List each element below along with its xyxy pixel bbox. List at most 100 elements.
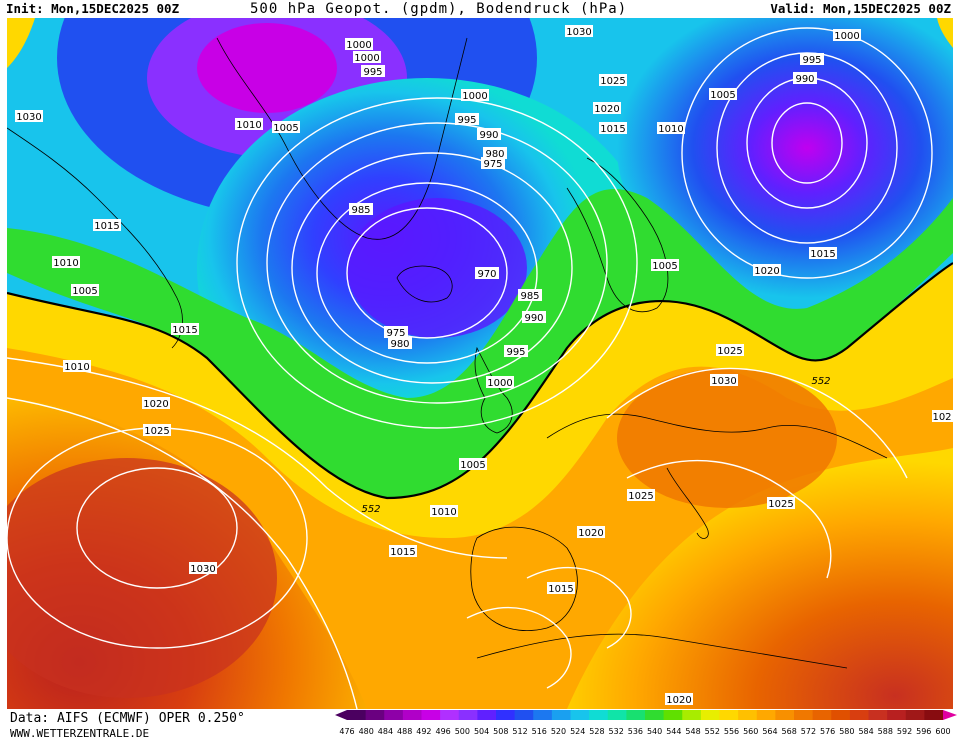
colorbar-tick-label: 532 bbox=[609, 727, 624, 736]
colorbar-tick-label: 524 bbox=[570, 727, 585, 736]
pressure-label: 1010 bbox=[63, 360, 91, 373]
svg-text:985: 985 bbox=[520, 291, 539, 302]
isoline-label-552: 552 bbox=[361, 504, 380, 515]
colorbar-swatch bbox=[458, 710, 478, 720]
pressure-label: 1000 bbox=[461, 89, 489, 102]
colorbar-swatch bbox=[477, 710, 497, 720]
pressure-label: 975 bbox=[384, 326, 408, 339]
svg-text:980: 980 bbox=[485, 149, 504, 160]
svg-text:1025: 1025 bbox=[628, 491, 653, 502]
svg-text:975: 975 bbox=[386, 328, 405, 339]
svg-text:1005: 1005 bbox=[652, 261, 677, 272]
pressure-labels: 1000 1000 995 1030 1030 1025 1000 1000 9… bbox=[15, 25, 953, 706]
colorbar-swatch bbox=[365, 710, 385, 720]
italy-coast bbox=[666, 467, 709, 539]
svg-text:1000: 1000 bbox=[354, 53, 379, 64]
svg-text:980: 980 bbox=[390, 339, 409, 350]
isoline-552 bbox=[7, 262, 953, 500]
pressure-label: 1020 bbox=[593, 102, 621, 115]
svg-text:995: 995 bbox=[802, 55, 821, 66]
pressure-label: 985 bbox=[349, 203, 373, 216]
colorbar-swatch bbox=[831, 710, 851, 720]
colorbar-swatch bbox=[570, 710, 590, 720]
pressure-label: 990 bbox=[522, 311, 546, 324]
pressure-label: 102 bbox=[932, 410, 953, 423]
colorbar-tick-label: 592 bbox=[897, 727, 912, 736]
svg-text:1020: 1020 bbox=[666, 695, 691, 706]
colorbar-swatch bbox=[682, 710, 702, 720]
colorbar-swatch bbox=[794, 710, 814, 720]
pressure-label: 1005 bbox=[459, 458, 487, 471]
svg-text:102: 102 bbox=[932, 412, 951, 423]
svg-text:1010: 1010 bbox=[236, 120, 261, 131]
isoline-label-552-east: 552 bbox=[811, 376, 830, 387]
colorbar-tick-label: 572 bbox=[801, 727, 816, 736]
svg-text:985: 985 bbox=[351, 205, 370, 216]
colorbar-swatch bbox=[663, 710, 683, 720]
pressure-label: 1015 bbox=[547, 582, 575, 595]
svg-text:1010: 1010 bbox=[431, 507, 456, 518]
colorbar-tick-label: 600 bbox=[935, 727, 950, 736]
colorbar-tick-label: 560 bbox=[743, 727, 758, 736]
colorbar-tick-label: 568 bbox=[782, 727, 797, 736]
pressure-label: 1025 bbox=[767, 497, 795, 510]
svg-text:990: 990 bbox=[524, 313, 543, 324]
colorbar-tick-label: 556 bbox=[724, 727, 739, 736]
svg-text:1000: 1000 bbox=[346, 40, 371, 51]
pressure-label: 995 bbox=[504, 345, 528, 358]
svg-text:1015: 1015 bbox=[810, 249, 835, 260]
pressure-label: 1030 bbox=[565, 25, 593, 38]
svg-text:995: 995 bbox=[363, 67, 382, 78]
svg-text:1015: 1015 bbox=[600, 124, 625, 135]
europe-coast bbox=[546, 413, 888, 459]
svg-text:1025: 1025 bbox=[768, 499, 793, 510]
pressure-label: 1025 bbox=[627, 489, 655, 502]
svg-text:1010: 1010 bbox=[53, 258, 78, 269]
pressure-label: 1015 bbox=[389, 545, 417, 558]
corner-nw bbox=[7, 18, 35, 68]
pressure-label: 1010 bbox=[235, 118, 263, 131]
pressure-label: 1025 bbox=[143, 424, 171, 437]
data-source: Data: AIFS (ECMWF) OPER 0.250° bbox=[10, 711, 245, 726]
map-header: Init: Mon,15DEC2025 00Z 500 hPa Geopot. … bbox=[0, 0, 959, 18]
map-footer: Data: AIFS (ECMWF) OPER 0.250° WWW.WETTE… bbox=[0, 709, 959, 741]
green-band bbox=[7, 189, 953, 498]
pressure-label: 980 bbox=[483, 147, 507, 160]
svg-text:1030: 1030 bbox=[190, 564, 215, 575]
colorbar-tick-label: 548 bbox=[685, 727, 700, 736]
pressure-label: 1030 bbox=[15, 110, 43, 123]
pressure-label: 1005 bbox=[709, 88, 737, 101]
svg-text:552: 552 bbox=[811, 376, 830, 387]
pressure-label: 1030 bbox=[710, 374, 738, 387]
pressure-label: 990 bbox=[793, 72, 817, 85]
svg-text:552: 552 bbox=[361, 504, 380, 515]
colorbar-tick-label: 484 bbox=[378, 727, 393, 736]
cold-core-north-inner bbox=[197, 23, 337, 113]
colorbar-swatch bbox=[756, 710, 776, 720]
colorbar-tick-label: 596 bbox=[916, 727, 931, 736]
pressure-label: 1025 bbox=[599, 74, 627, 87]
pressure-label: 1000 bbox=[353, 51, 381, 64]
map-canvas: 1000 1000 995 1030 1030 1025 1000 1000 9… bbox=[7, 18, 953, 709]
svg-text:1030: 1030 bbox=[711, 376, 736, 387]
colorbar-swatch bbox=[533, 710, 553, 720]
colorbar-ticks: 476 480 484 488 492 496 500 504 508 512 516 520 524 5… bbox=[339, 727, 950, 736]
pressure-label: 1005 bbox=[71, 284, 99, 297]
colorbar-swatch bbox=[496, 710, 516, 720]
website-url: WWW.WETTERZENTRALE.DE bbox=[10, 727, 150, 740]
pressure-label: 990 bbox=[477, 128, 501, 141]
corner-ne bbox=[937, 18, 953, 48]
colorbar-swatch bbox=[738, 710, 758, 720]
colorbar-swatch bbox=[551, 710, 571, 720]
colorbar: 476 480 484 488 492 496 500 504 508 512 516 520 524 5… bbox=[335, 710, 957, 736]
colorbar-tick-label: 552 bbox=[705, 727, 720, 736]
colorbar-swatch bbox=[700, 710, 720, 720]
svg-text:975: 975 bbox=[483, 159, 502, 170]
colorbar-max-arrow bbox=[943, 710, 957, 720]
pressure-label: 1020 bbox=[665, 693, 693, 706]
colorbar-swatch bbox=[589, 710, 609, 720]
scandinavia-coast bbox=[566, 157, 669, 313]
svg-text:1020: 1020 bbox=[143, 399, 168, 410]
greenland-coast bbox=[216, 37, 468, 240]
svg-text:1010: 1010 bbox=[658, 124, 683, 135]
